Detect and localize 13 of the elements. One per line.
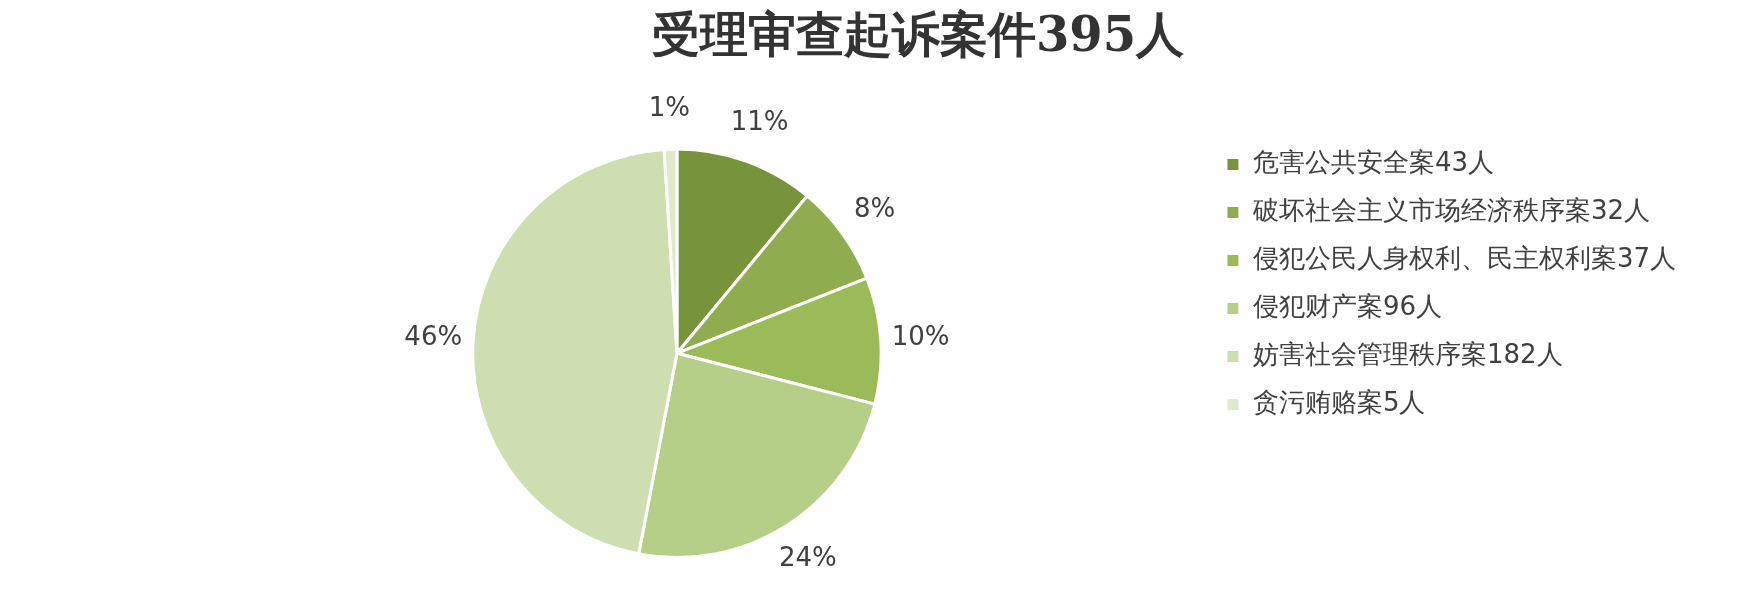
legend-label: 妨害社会管理秩序案182人 bbox=[1252, 339, 1563, 370]
data-label: 24% bbox=[778, 542, 837, 573]
legend-label: 破坏社会主义市场经济秩序案32人 bbox=[1251, 195, 1651, 226]
data-label: 11% bbox=[730, 106, 789, 137]
data-label: 1% bbox=[648, 91, 690, 122]
legend-label: 侵犯财产案96人 bbox=[1252, 291, 1443, 322]
legend-label: 侵犯公民人身权利、民主权利案37人 bbox=[1252, 243, 1677, 274]
chart-title: 受理审查起诉案件395人 bbox=[651, 6, 1185, 63]
legend-label: 贪污贿赂案5人 bbox=[1252, 387, 1426, 418]
legend-label: 危害公共安全案43人 bbox=[1252, 147, 1495, 178]
data-label: 10% bbox=[891, 320, 950, 351]
data-label: 46% bbox=[404, 320, 463, 351]
data-label: 8% bbox=[853, 192, 896, 223]
